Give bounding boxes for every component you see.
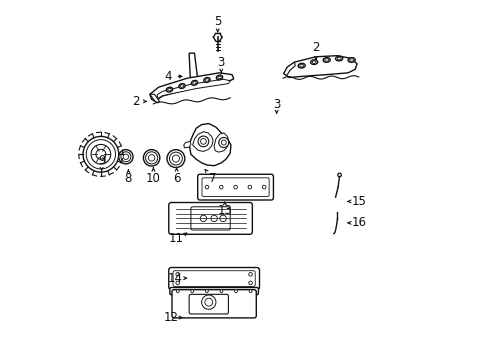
Ellipse shape xyxy=(337,57,341,60)
Ellipse shape xyxy=(166,87,172,92)
Ellipse shape xyxy=(205,79,208,81)
Ellipse shape xyxy=(247,185,251,189)
FancyBboxPatch shape xyxy=(190,207,230,230)
Ellipse shape xyxy=(310,60,317,64)
Polygon shape xyxy=(149,73,233,102)
FancyBboxPatch shape xyxy=(197,174,273,200)
Ellipse shape xyxy=(176,290,179,293)
FancyBboxPatch shape xyxy=(173,271,255,287)
Polygon shape xyxy=(214,133,228,152)
Polygon shape xyxy=(192,132,213,152)
Ellipse shape xyxy=(219,185,223,189)
Ellipse shape xyxy=(143,150,160,166)
Ellipse shape xyxy=(180,85,183,87)
Ellipse shape xyxy=(205,290,208,293)
Ellipse shape xyxy=(191,80,197,85)
Ellipse shape xyxy=(200,139,206,144)
Text: 9: 9 xyxy=(98,154,105,167)
Ellipse shape xyxy=(121,152,131,162)
FancyBboxPatch shape xyxy=(172,290,256,318)
Ellipse shape xyxy=(167,88,171,91)
Polygon shape xyxy=(283,56,356,77)
Ellipse shape xyxy=(176,281,179,285)
Ellipse shape xyxy=(311,61,315,63)
Polygon shape xyxy=(189,53,198,82)
Ellipse shape xyxy=(200,215,206,222)
Ellipse shape xyxy=(86,140,115,169)
Ellipse shape xyxy=(234,290,237,293)
Ellipse shape xyxy=(233,185,237,189)
Ellipse shape xyxy=(299,64,303,67)
Ellipse shape xyxy=(217,76,221,79)
FancyBboxPatch shape xyxy=(168,203,252,234)
Text: 2: 2 xyxy=(311,41,319,54)
Ellipse shape xyxy=(176,273,179,276)
FancyBboxPatch shape xyxy=(169,288,258,295)
Ellipse shape xyxy=(248,290,251,293)
Ellipse shape xyxy=(123,154,128,159)
Ellipse shape xyxy=(347,58,354,62)
Ellipse shape xyxy=(192,82,196,84)
Ellipse shape xyxy=(335,56,342,61)
Text: 10: 10 xyxy=(146,172,161,185)
Ellipse shape xyxy=(119,150,133,164)
Ellipse shape xyxy=(91,144,110,164)
Ellipse shape xyxy=(96,149,106,159)
Text: 11: 11 xyxy=(169,233,184,246)
Text: 13: 13 xyxy=(217,204,232,217)
Ellipse shape xyxy=(216,75,222,80)
Ellipse shape xyxy=(349,59,353,61)
Ellipse shape xyxy=(179,84,185,89)
Text: 3: 3 xyxy=(272,99,280,112)
Text: 6: 6 xyxy=(173,172,180,185)
Text: 3: 3 xyxy=(217,55,224,69)
Ellipse shape xyxy=(218,138,228,148)
Ellipse shape xyxy=(203,78,210,82)
Text: 14: 14 xyxy=(167,272,182,285)
Text: 12: 12 xyxy=(163,311,179,324)
Ellipse shape xyxy=(201,295,216,309)
Polygon shape xyxy=(157,79,230,99)
FancyBboxPatch shape xyxy=(202,178,268,197)
Text: 8: 8 xyxy=(124,172,132,185)
Polygon shape xyxy=(149,94,159,103)
Ellipse shape xyxy=(210,215,217,222)
Ellipse shape xyxy=(337,173,341,177)
Polygon shape xyxy=(283,62,295,76)
Ellipse shape xyxy=(248,273,252,276)
Ellipse shape xyxy=(148,155,155,161)
Ellipse shape xyxy=(220,215,226,222)
Ellipse shape xyxy=(262,185,265,189)
Ellipse shape xyxy=(204,298,212,306)
FancyBboxPatch shape xyxy=(189,294,228,314)
Ellipse shape xyxy=(324,59,328,61)
Text: 2: 2 xyxy=(132,95,139,108)
Ellipse shape xyxy=(145,152,157,164)
Ellipse shape xyxy=(190,290,193,293)
Ellipse shape xyxy=(198,136,208,147)
Text: 15: 15 xyxy=(351,195,366,208)
Ellipse shape xyxy=(323,58,329,62)
Ellipse shape xyxy=(298,63,305,68)
Text: 16: 16 xyxy=(350,216,366,229)
Ellipse shape xyxy=(205,185,208,189)
Ellipse shape xyxy=(166,150,184,167)
Ellipse shape xyxy=(221,140,226,145)
Polygon shape xyxy=(183,141,190,148)
Text: 4: 4 xyxy=(163,70,171,83)
Text: 5: 5 xyxy=(214,14,221,27)
Polygon shape xyxy=(187,82,200,84)
Polygon shape xyxy=(189,123,230,166)
Ellipse shape xyxy=(169,152,182,165)
Ellipse shape xyxy=(172,155,179,162)
Ellipse shape xyxy=(83,136,119,172)
FancyBboxPatch shape xyxy=(168,267,259,290)
Ellipse shape xyxy=(248,281,252,285)
Ellipse shape xyxy=(220,290,223,293)
Text: 7: 7 xyxy=(208,172,216,185)
